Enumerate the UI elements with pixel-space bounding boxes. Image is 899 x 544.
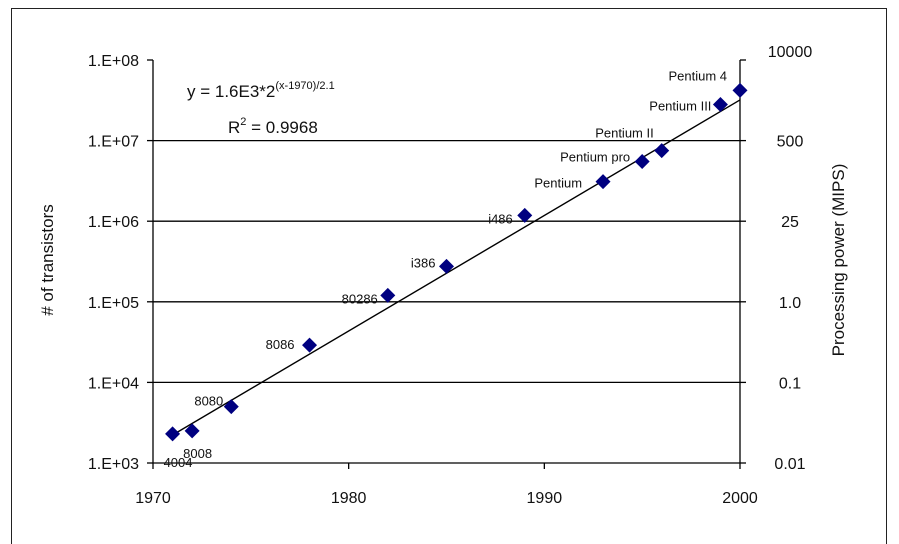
y-tick-label: 1.E+08 [88,53,139,70]
point-label: Pentium II [595,126,654,141]
data-point-8008 [184,423,200,439]
data-point-i386 [439,258,454,274]
point-label: 8080 [194,394,223,409]
point-label: 80286 [342,291,378,306]
point-label: Pentium pro [560,150,630,165]
data-point-4004 [165,426,181,442]
data-point-8080 [223,399,239,415]
data-point-pentium-iii [712,97,728,113]
trendline-group [172,99,741,436]
x-tick-label: 1970 [135,490,171,507]
data-point-pentium-4 [732,82,748,98]
trendline [172,99,741,436]
data-point-pentium-ii [654,143,670,159]
data-point-pentium [595,174,611,190]
data-point-i486 [517,207,533,223]
y-tick-label: 1.E+05 [88,295,139,312]
y2-axis-title: Processing power (MIPS) [829,164,848,357]
y-tick-label: 1.E+06 [88,214,139,231]
y-tick-label: 1.E+03 [88,456,139,473]
data-point-80286 [380,287,396,303]
y2-tick-label: 25 [781,214,799,231]
y2-tick-label: 500 [777,134,804,151]
point-label: i486 [488,211,513,226]
y2-tick-label: 0.01 [774,456,805,473]
chart-frame [11,8,887,544]
y2-tick-label: 1.0 [779,295,801,312]
point-label: 8008 [183,446,212,461]
y-axis-title: # of transistors [38,204,57,316]
point-label: i386 [411,255,436,270]
point-label: 4004 [164,455,193,470]
x-tick-label: 1980 [331,490,367,507]
point-label: Pentium [534,176,582,191]
data-point-8086 [302,337,318,353]
gridlines [153,139,740,384]
data-points [165,82,748,442]
y-tick-label: 1.E+04 [88,375,139,392]
y2-tick-label: 0.1 [779,375,801,392]
equation-label: y = 1.6E3*2(x-1970)/2.1 [187,80,335,101]
data-point-pentium-pro [634,154,650,170]
point-label: Pentium III [649,99,711,114]
y2-tick-label: 10000 [768,44,813,61]
y-tick-label: 1.E+07 [88,134,139,151]
tick-labels: 1.E+03 1.E+04 1.E+05 1.E+06 1.E+07 1.E+08 0.01… [88,44,813,507]
x-tick-label: 1990 [527,490,563,507]
axes [147,59,746,469]
r-squared-label: R2 = 0.9968 [228,116,318,137]
point-label: Pentium 4 [668,68,727,83]
x-tick-label: 2000 [722,490,758,507]
point-label: 8086 [266,337,295,352]
